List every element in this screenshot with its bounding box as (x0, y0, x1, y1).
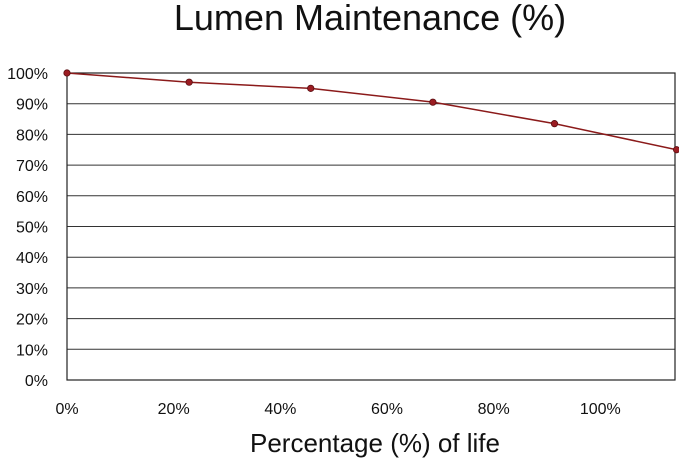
y-tick-label: 80% (16, 127, 48, 144)
x-axis-title: Percentage (%) of life (250, 428, 500, 458)
data-point (185, 78, 193, 86)
data-point (307, 84, 315, 92)
series-line (66, 72, 677, 151)
x-tick-label: 40% (264, 401, 296, 418)
data-point (63, 69, 71, 77)
chart-title: Lumen Maintenance (%) (174, 0, 566, 38)
series-points (63, 69, 679, 154)
y-tick-label: 30% (16, 281, 48, 298)
y-tick-label: 0% (25, 373, 48, 390)
x-axis-tick-labels: 0% 20% 40% 60% 80% 100% (55, 401, 620, 418)
x-tick-label: 100% (580, 401, 621, 418)
plot-frame (66, 72, 676, 381)
grid-lines (67, 103, 675, 350)
y-tick-label: 10% (16, 342, 48, 359)
y-tick-label: 100% (7, 66, 48, 83)
y-tick-label: 50% (16, 220, 48, 237)
y-tick-label: 20% (16, 312, 48, 329)
data-point (550, 120, 559, 128)
y-axis-tick-labels: 0% 10% 20% 30% 40% 50% 60% 70% 80% 90% 100% (7, 66, 48, 390)
x-tick-label: 80% (478, 401, 510, 418)
x-tick-label: 20% (158, 401, 190, 418)
y-tick-label: 60% (16, 189, 48, 206)
data-point (429, 98, 437, 106)
y-tick-label: 40% (16, 250, 48, 267)
data-point (673, 146, 679, 154)
y-tick-label: 90% (16, 97, 48, 114)
x-tick-label: 60% (371, 401, 403, 418)
x-tick-label: 0% (55, 401, 78, 418)
y-tick-label: 70% (16, 158, 48, 175)
